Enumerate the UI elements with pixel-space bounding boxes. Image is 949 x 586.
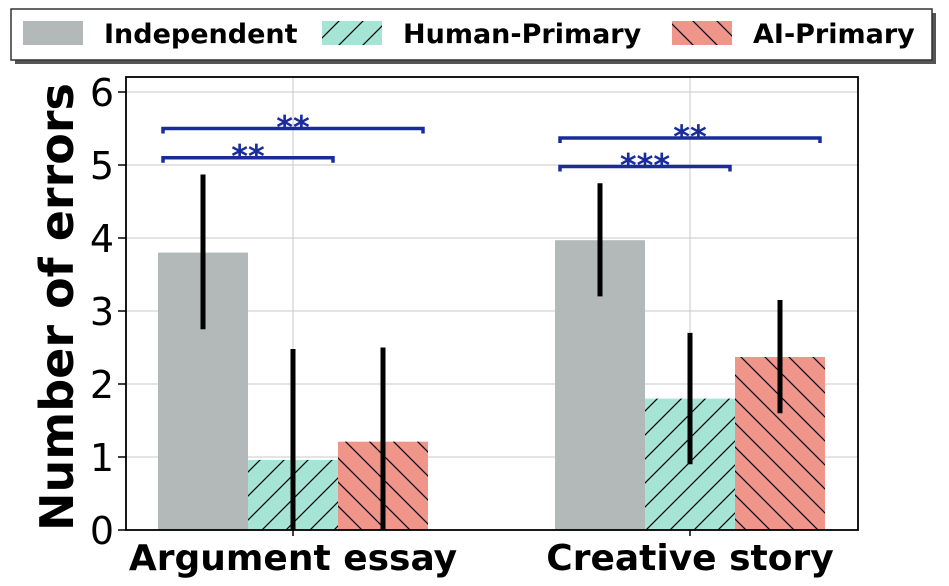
y-axis-ticks: 0 1 2 3 4 5 6: [90, 71, 126, 553]
significance-label: **: [276, 109, 310, 147]
y-axis-label: Number of errors: [30, 83, 84, 531]
legend-swatch-hatch-human-primary: [322, 21, 382, 45]
significance-bracket: [161, 126, 425, 134]
y-tick-label: 0: [90, 509, 114, 553]
legend-box: [10, 8, 933, 61]
significance-brackets: *********: [161, 109, 822, 184]
legend-label-human-primary: Human-Primary: [403, 19, 642, 50]
y-tick-label: 4: [90, 217, 114, 261]
y-tick-label: 3: [90, 290, 114, 334]
x-tick-label-argument-essay: Argument essay: [129, 538, 457, 579]
y-tick-label: 1: [90, 436, 114, 480]
significance-bracket: [558, 164, 732, 172]
x-axis-ticks: Argument essay Creative story: [129, 530, 834, 579]
legend: Independent Human-Primary AI-Primary: [10, 8, 936, 64]
y-tick-label: 5: [90, 144, 114, 188]
significance-label: ***: [620, 146, 670, 184]
significance-bracket: [558, 136, 822, 143]
legend-swatch-hatch-ai-primary: [672, 21, 732, 45]
significance-label: **: [231, 138, 265, 176]
significance-bracket: [161, 155, 335, 163]
y-tick-label: 6: [90, 71, 114, 115]
plot-frame: [125, 76, 859, 531]
significance-label: **: [673, 118, 707, 156]
y-tick-label: 2: [90, 363, 114, 407]
legend-swatch-independent: [23, 21, 83, 45]
legend-label-ai-primary: AI-Primary: [753, 19, 915, 50]
bars: [158, 240, 825, 530]
legend-label-independent: Independent: [104, 19, 298, 50]
x-tick-label-creative-story: Creative story: [546, 538, 833, 579]
error-bars: [200, 174, 783, 530]
